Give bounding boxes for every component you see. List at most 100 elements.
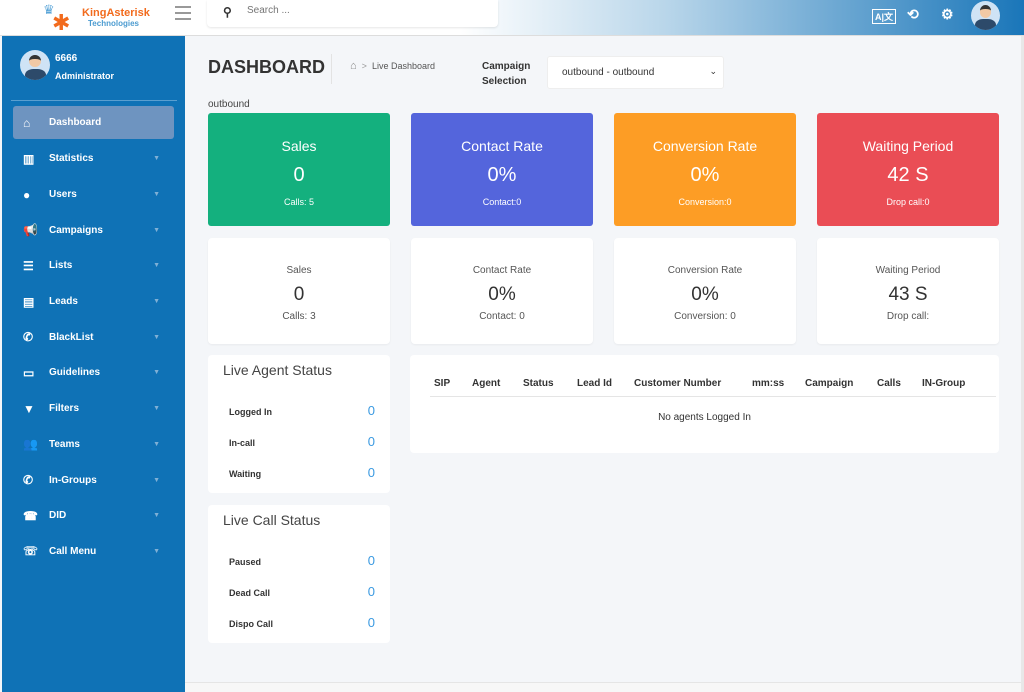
file-icon: ▤ <box>23 294 35 309</box>
status-count[interactable]: 0 <box>367 615 375 630</box>
main-content: DASHBOARD ⌂ > Live Dashboard Campaign Sel… <box>185 36 1024 692</box>
search-icon: ⚲ <box>223 5 232 19</box>
live-agent-status-panel: Live Agent Status Logged In 0 In-call 0 Wait… <box>208 355 390 493</box>
status-count[interactable]: 0 <box>367 434 375 449</box>
caret-down-icon: ▼ <box>153 298 160 306</box>
card-value: 0 <box>293 164 305 186</box>
card-sub: Conversion: 0 <box>674 311 736 322</box>
panel-title: Live Call Status <box>223 512 321 528</box>
campaign-select[interactable]: outbound - outbound ⌄ <box>547 56 724 89</box>
avatar[interactable] <box>971 1 1000 30</box>
sidebar-item-campaigns[interactable]: 📢 Campaigns ▼ <box>13 212 174 248</box>
sidebar-item-label: Users <box>49 189 77 201</box>
status-count[interactable]: 0 <box>367 584 375 599</box>
footer <box>185 682 1024 692</box>
card-title: Waiting Period <box>875 265 941 276</box>
status-label: Paused <box>229 557 262 567</box>
history-icon[interactable]: ⟲ <box>907 6 919 22</box>
column-header: Status <box>523 378 554 389</box>
call-menu-icon: ☏ <box>23 544 39 559</box>
sidebar-item-guidelines[interactable]: ▭ Guidelines ▼ <box>13 355 174 391</box>
menu-toggle-button[interactable] <box>175 6 191 20</box>
sidebar-item-users[interactable]: ● Users ▼ <box>13 177 174 213</box>
sidebar-item-did[interactable]: ☎ DID ▼ <box>13 498 174 534</box>
sidebar-item-label: Guidelines <box>49 367 101 379</box>
sidebar-item-statistics[interactable]: ▥ Statistics ▼ <box>13 141 174 177</box>
filter-icon: ▼ <box>23 401 35 416</box>
status-count[interactable]: 0 <box>367 403 375 418</box>
card-sub: Calls: 3 <box>282 311 316 322</box>
agents-table: No agents Logged In SIP Agent Status Lead I… <box>410 355 999 453</box>
sidebar-item-blacklist[interactable]: ✆ BlackList ▼ <box>13 319 174 355</box>
sidebar: 6666 Administrator ⌂ Dashboard ▥ Statistics… <box>2 36 185 692</box>
language-icon[interactable]: A|文 <box>872 9 897 24</box>
status-label: Dead Call <box>229 588 271 598</box>
sidebar-item-in-groups[interactable]: ✆ In-Groups ▼ <box>13 462 174 498</box>
card-sub: Drop call:0 <box>886 197 930 207</box>
sidebar-item-lists[interactable]: ☰ Lists ▼ <box>13 248 174 284</box>
caret-down-icon: ▼ <box>153 155 160 163</box>
caret-down-icon: ▼ <box>153 512 160 520</box>
caret-down-icon: ▼ <box>153 440 160 448</box>
caret-down-icon: ▼ <box>153 333 160 341</box>
card-sub: Contact: 0 <box>479 311 525 322</box>
caret-down-icon: ▼ <box>153 369 160 377</box>
breadcrumb: ⌂ > Live Dashboard <box>350 60 435 72</box>
empty-message: No agents Logged In <box>658 412 751 423</box>
page-title: DASHBOARD <box>208 57 325 77</box>
sidebar-item-label: Call Menu <box>49 545 97 557</box>
sidebar-item-label: DID <box>49 510 67 522</box>
card-value: 0 <box>293 284 305 305</box>
chevron-down-icon: ⌄ <box>709 66 717 76</box>
card-title: Sales <box>281 138 317 154</box>
sidebar-item-call-menu[interactable]: ☏ Call Menu ▼ <box>13 534 174 570</box>
column-header: mm:ss <box>752 378 785 389</box>
card-title: Conversion Rate <box>652 138 758 154</box>
column-header: Agent <box>472 378 501 389</box>
home-icon[interactable]: ⌂ <box>350 60 357 72</box>
sidebar-nav: ⌂ Dashboard ▥ Statistics ▼ ● Users ▼ 📢 Campaigns ▼… <box>13 106 174 569</box>
card-value: 43 S <box>888 284 928 305</box>
top-bar: ♛ ✱ KingAsterisk Technologies ⚲ A|文 ⟲ ⚙ <box>0 0 1024 36</box>
sidebar-item-filters[interactable]: ▼ Filters ▼ <box>13 391 174 427</box>
card-sub: Conversion:0 <box>678 197 732 207</box>
sidebar-item-label: Campaigns <box>49 224 103 236</box>
search-input[interactable] <box>247 5 487 16</box>
column-header: Customer Number <box>634 378 722 389</box>
card-title: Contact Rate <box>472 265 532 276</box>
list-icon: ☰ <box>23 258 34 273</box>
column-header: Calls <box>877 378 901 389</box>
crown-icon: ♛ <box>43 2 55 17</box>
blocked-phone-icon: ✆ <box>23 330 34 345</box>
status-label: In-call <box>229 438 256 448</box>
user-avatar <box>20 50 50 80</box>
megaphone-icon: 📢 <box>23 223 38 238</box>
home-icon: ⌂ <box>23 115 31 130</box>
sidebar-item-label: Teams <box>49 438 80 450</box>
sidebar-item-teams[interactable]: 👥 Teams ▼ <box>13 427 174 463</box>
card-title: Contact Rate <box>461 138 543 154</box>
sidebar-item-dashboard[interactable]: ⌂ Dashboard <box>13 106 174 139</box>
scrollbar[interactable] <box>1021 36 1024 692</box>
sidebar-item-label: Leads <box>49 296 78 308</box>
card-title: Conversion Rate <box>667 265 743 276</box>
column-header: Campaign <box>805 378 854 389</box>
panel-title: Live Agent Status <box>223 362 332 378</box>
search-bar: ⚲ <box>207 0 498 27</box>
settings-icon[interactable]: ⚙ <box>941 6 954 22</box>
caret-down-icon: ▼ <box>153 262 160 270</box>
user-role: Administrator <box>55 71 115 81</box>
logo[interactable]: ♛ ✱ KingAsterisk Technologies <box>40 2 150 34</box>
sidebar-item-label: BlackList <box>49 331 94 343</box>
summary-card-contact-rate: Contact Rate 0% Contact: 0 <box>411 238 593 344</box>
caret-down-icon: ▼ <box>153 547 160 555</box>
card-value: 0% <box>691 284 719 305</box>
card-title: Sales <box>286 265 312 276</box>
caret-down-icon: ▼ <box>153 191 160 199</box>
sidebar-item-label: Dashboard <box>49 117 102 128</box>
stat-card-sales: Sales 0 Calls: 5 <box>208 113 390 226</box>
status-count[interactable]: 0 <box>367 465 375 480</box>
breadcrumb-item[interactable]: Live Dashboard <box>371 61 435 71</box>
status-count[interactable]: 0 <box>367 553 375 568</box>
sidebar-item-leads[interactable]: ▤ Leads ▼ <box>13 284 174 320</box>
